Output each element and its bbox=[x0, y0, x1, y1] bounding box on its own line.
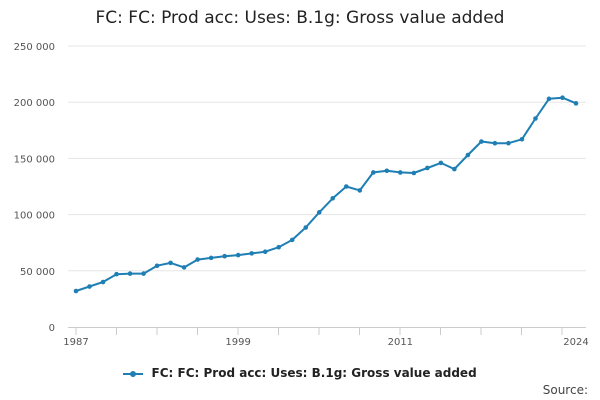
data-point bbox=[222, 253, 227, 259]
data-point bbox=[168, 260, 173, 266]
chart-title: FC: FC: Prod acc: Uses: B.1g: Gross valu… bbox=[95, 8, 505, 28]
legend-label: FC: FC: Prod acc: Uses: B.1g: Gross valu… bbox=[151, 366, 477, 380]
data-point bbox=[438, 160, 444, 166]
legend-marker-icon bbox=[123, 370, 144, 378]
data-point bbox=[519, 136, 525, 142]
data-point bbox=[357, 188, 363, 193]
data-point bbox=[465, 152, 471, 158]
data-point bbox=[425, 165, 430, 171]
data-point bbox=[384, 168, 390, 174]
series-layer bbox=[73, 95, 579, 294]
data-point bbox=[506, 140, 511, 146]
data-point bbox=[330, 196, 336, 201]
data-point bbox=[533, 116, 538, 121]
data-point bbox=[573, 101, 579, 106]
x-tick-label: 2011 bbox=[388, 337, 413, 348]
legend[interactable]: FC: FC: Prod acc: Uses: B.1g: Gross valu… bbox=[0, 366, 600, 380]
data-point bbox=[560, 95, 565, 101]
data-point bbox=[276, 244, 282, 250]
data-point bbox=[262, 249, 268, 254]
grid-lines bbox=[68, 45, 586, 272]
data-point bbox=[343, 184, 349, 189]
y-tick-label: 0 bbox=[49, 323, 55, 334]
x-tick-label: 1999 bbox=[225, 337, 250, 348]
source-label: Source: bbox=[542, 383, 588, 397]
y-tick-label: 150 000 bbox=[14, 154, 55, 165]
data-point bbox=[154, 263, 160, 269]
x-tick-label: 2024 bbox=[563, 337, 588, 348]
data-point bbox=[492, 140, 498, 146]
data-point bbox=[398, 170, 403, 175]
x-tick-label: 1987 bbox=[63, 337, 88, 348]
data-point bbox=[316, 210, 322, 215]
data-point bbox=[181, 265, 187, 270]
series-line bbox=[75, 96, 577, 292]
data-point bbox=[452, 166, 457, 172]
data-point bbox=[114, 271, 119, 277]
data-point bbox=[479, 139, 484, 144]
data-point bbox=[208, 255, 214, 261]
data-point bbox=[370, 170, 376, 175]
data-point bbox=[411, 170, 417, 176]
data-point bbox=[100, 279, 106, 285]
data-point bbox=[127, 271, 133, 276]
data-point bbox=[87, 284, 92, 289]
data-point bbox=[289, 237, 295, 243]
data-point bbox=[249, 251, 254, 256]
data-point bbox=[303, 225, 309, 230]
y-tick-label: 100 000 bbox=[14, 211, 55, 222]
y-axis-labels: 0 50 000 100 000 150 000 200 000 250 000 bbox=[14, 42, 55, 334]
data-point bbox=[73, 288, 79, 294]
y-tick-label: 250 000 bbox=[14, 42, 55, 53]
x-axis bbox=[68, 327, 586, 335]
data-point bbox=[235, 252, 241, 258]
x-axis-labels: 1987 1999 2011 2024 bbox=[63, 337, 588, 348]
y-tick-label: 200 000 bbox=[14, 98, 55, 109]
data-point bbox=[195, 257, 200, 262]
y-tick-label: 50 000 bbox=[20, 267, 55, 278]
data-point bbox=[141, 271, 146, 276]
data-point bbox=[546, 96, 552, 102]
